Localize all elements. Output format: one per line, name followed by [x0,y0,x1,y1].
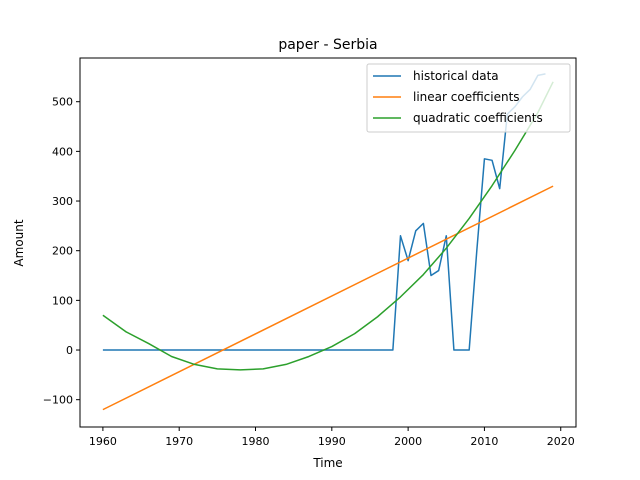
chart-title: paper - Serbia [278,37,377,53]
y-tick-label: 200 [52,245,73,258]
legend-label: linear coefficients [413,90,520,104]
y-axis-label: Amount [12,219,26,266]
x-tick-label: 1980 [242,435,270,448]
legend-box [366,63,571,133]
y-tick-label: 100 [52,294,73,307]
plot-area [102,73,554,411]
y-tick-label: 300 [52,195,73,208]
x-axis-label: Time [312,456,342,470]
x-tick-label: 1960 [89,435,117,448]
x-tick-label: 1970 [165,435,193,448]
x-tick-label: 2010 [470,435,498,448]
x-tick-label: 1990 [318,435,346,448]
x-tick-label: 2000 [394,435,422,448]
legend: historical data linear coefficients quadra… [366,63,571,133]
y-tick-label: 500 [52,96,73,109]
axes-frame [79,57,577,428]
y-axis: −100 0 100 200 300 400 500 [43,96,80,407]
x-tick-label: 2020 [547,435,575,448]
y-tick-label: −100 [43,394,73,407]
y-tick-label: 0 [66,344,73,357]
y-tick-label: 400 [52,145,73,158]
legend-label: historical data [413,69,499,83]
legend-label: quadratic coefficients [413,111,543,125]
x-axis: 1960 1970 1980 1990 2000 2010 2020 [89,427,575,448]
series-line-linear-coefficients [102,185,554,411]
series-line-quadratic-coefficients [102,81,554,371]
